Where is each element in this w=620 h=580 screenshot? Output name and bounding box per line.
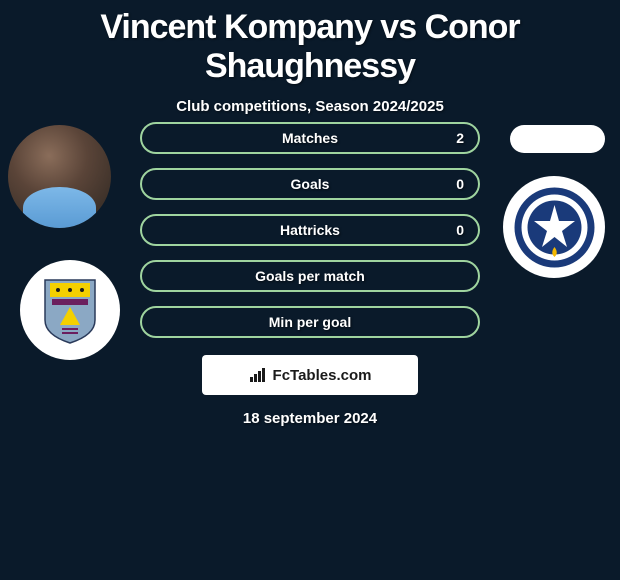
stat-value: 0 [456, 222, 464, 238]
player-left-avatar [8, 125, 111, 228]
stats-container: Matches 2 Goals 0 Hattricks 0 Goals per … [140, 122, 480, 352]
stat-label: Hattricks [280, 222, 340, 238]
branding-box: FcTables.com [202, 355, 418, 395]
stat-row-goals-per-match: Goals per match [140, 260, 480, 292]
stat-label: Goals per match [255, 268, 365, 284]
club-right-badge [503, 176, 605, 278]
player-right-avatar [510, 125, 605, 153]
stat-row-hattricks: Hattricks 0 [140, 214, 480, 246]
stat-label: Matches [282, 130, 338, 146]
stat-row-matches: Matches 2 [140, 122, 480, 154]
portsmouth-crest-icon [512, 185, 597, 270]
branding-text: FcTables.com [273, 367, 372, 384]
chart-icon [249, 367, 269, 383]
comparison-title: Vincent Kompany vs Conor Shaughnessy [0, 0, 620, 86]
stat-value: 2 [456, 130, 464, 146]
stat-label: Min per goal [269, 314, 351, 330]
stat-label: Goals [291, 176, 330, 192]
comparison-subtitle: Club competitions, Season 2024/2025 [0, 98, 620, 115]
stat-row-goals: Goals 0 [140, 168, 480, 200]
stat-value: 0 [456, 176, 464, 192]
stat-row-min-per-goal: Min per goal [140, 306, 480, 338]
date-label: 18 september 2024 [0, 410, 620, 427]
burnley-crest-icon [40, 275, 100, 345]
club-left-badge [20, 260, 120, 360]
